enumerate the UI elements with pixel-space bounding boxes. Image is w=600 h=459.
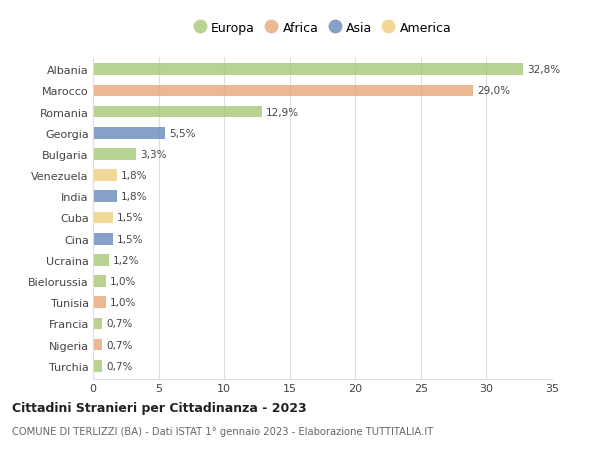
Bar [93,318,102,330]
Bar [93,191,116,203]
Text: 1,5%: 1,5% [116,234,143,244]
Text: 5,5%: 5,5% [169,129,196,139]
Text: 3,3%: 3,3% [140,150,167,160]
Bar [93,360,102,372]
Bar [93,149,136,161]
Bar [93,212,113,224]
Bar [93,297,106,308]
Bar [93,128,165,139]
Bar [93,275,106,287]
Text: 1,2%: 1,2% [113,255,139,265]
Text: 0,7%: 0,7% [106,319,133,329]
Text: 29,0%: 29,0% [477,86,510,96]
Text: 32,8%: 32,8% [527,65,560,75]
Text: 0,7%: 0,7% [106,361,133,371]
Text: 1,5%: 1,5% [116,213,143,223]
Text: 0,7%: 0,7% [106,340,133,350]
Text: 1,0%: 1,0% [110,297,136,308]
Bar [93,233,113,245]
Text: 1,0%: 1,0% [110,276,136,286]
Bar [93,170,116,182]
Text: Cittadini Stranieri per Cittadinanza - 2023: Cittadini Stranieri per Cittadinanza - 2… [12,401,307,414]
Bar [93,254,109,266]
Text: 1,8%: 1,8% [121,171,147,181]
Text: 12,9%: 12,9% [266,107,299,118]
Bar [93,64,523,76]
Legend: Europa, Africa, Asia, America: Europa, Africa, Asia, America [194,22,451,35]
Text: COMUNE DI TERLIZZI (BA) - Dati ISTAT 1° gennaio 2023 - Elaborazione TUTTITALIA.I: COMUNE DI TERLIZZI (BA) - Dati ISTAT 1° … [12,426,433,436]
Bar [93,339,102,351]
Bar [93,106,262,118]
Bar [93,85,473,97]
Text: 1,8%: 1,8% [121,192,147,202]
